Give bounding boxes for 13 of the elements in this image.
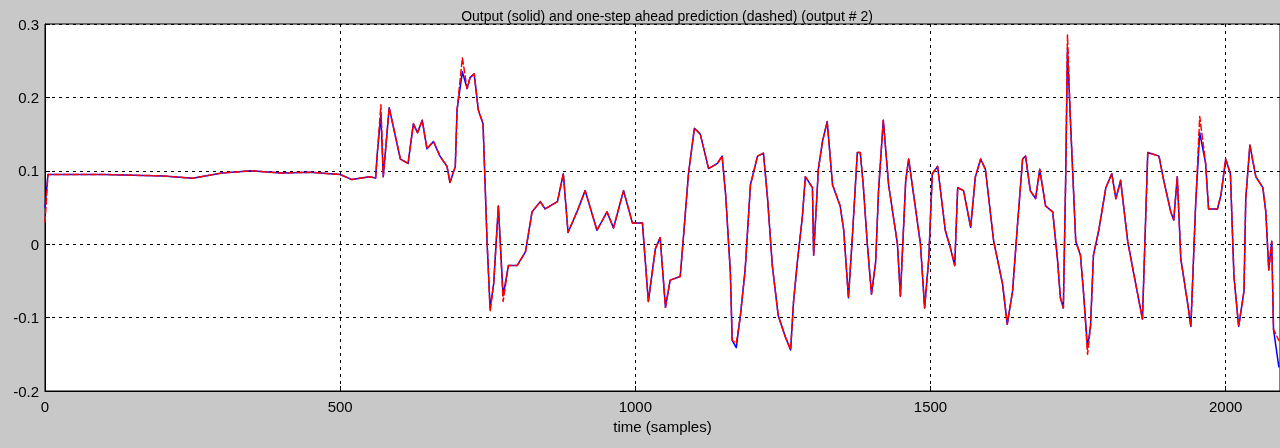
x-tick-label: 1500 (913, 398, 948, 415)
y-tick-label: -0.2 (13, 382, 39, 400)
y-tick-label: -0.1 (13, 309, 39, 327)
x-tick-label: 1000 (618, 398, 653, 415)
x-tick-label: 500 (327, 398, 353, 415)
y-tick-label: 0.1 (18, 162, 39, 180)
y-tick-label: 0 (30, 235, 39, 253)
y-tick-label: 0.3 (18, 15, 39, 33)
chart-title: Output (solid) and one-step ahead prediction (dashed) (output # 2) (461, 8, 873, 24)
x-tick-label: 0 (40, 398, 50, 415)
y-tick-label: 0.2 (18, 88, 39, 106)
x-axis-title: time (samples) (613, 418, 712, 435)
x-tick-label: 2000 (1209, 398, 1243, 415)
